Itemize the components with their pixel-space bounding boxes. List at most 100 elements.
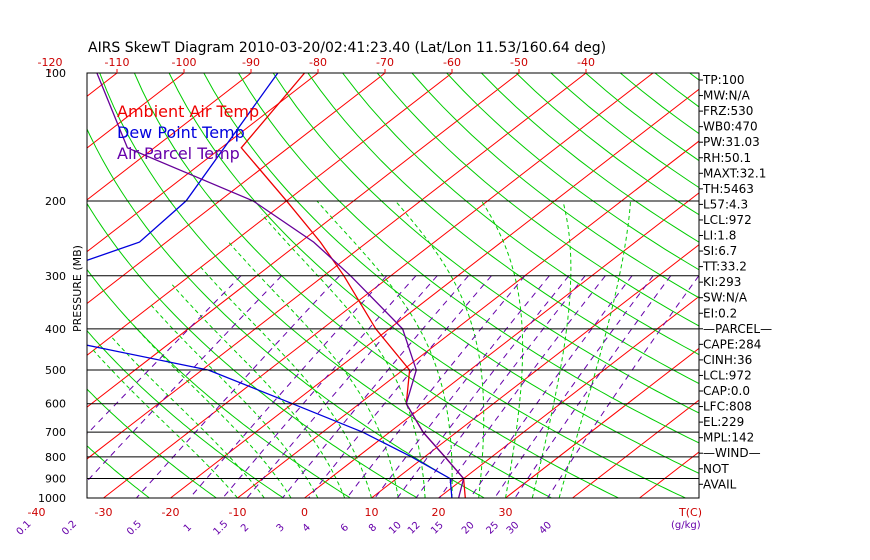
legend-air-parcel-temp: Air Parcel Temp bbox=[117, 144, 240, 163]
bottom-temp-tick-label: 10 bbox=[365, 506, 379, 519]
isotherm-line bbox=[87, 73, 587, 460]
stability-index-label: TP:100 bbox=[702, 73, 745, 87]
dry-adiabat-line bbox=[376, 73, 699, 327]
dry-adiabat-line bbox=[411, 73, 699, 299]
mixing-ratio-line bbox=[282, 275, 469, 498]
top-temp-tick-label: -110 bbox=[105, 56, 130, 69]
mixing-ratio-tick-label: 0.1 bbox=[15, 519, 34, 538]
pressure-tick-label: 800 bbox=[45, 451, 66, 464]
mixing-ratio-tick-label: 0.2 bbox=[60, 519, 79, 538]
moist-adiabat-line bbox=[199, 265, 372, 498]
pressure-tick-label: 900 bbox=[45, 473, 66, 486]
bottom-temp-tick-label: -40 bbox=[28, 506, 46, 519]
mixing-ratio-line bbox=[308, 275, 492, 498]
moist-adiabat-line bbox=[481, 200, 524, 498]
isotherm-line bbox=[505, 347, 699, 498]
dry-adiabat-line bbox=[168, 73, 686, 498]
stability-index-label: MPL:142 bbox=[703, 431, 754, 445]
top-temp-tick-label: -50 bbox=[510, 56, 528, 69]
mixing-ratio-line bbox=[246, 275, 438, 498]
stability-index-label: CAP:0.0 bbox=[703, 384, 750, 398]
dry-adiabat-line bbox=[87, 268, 351, 498]
pressure-tick-label: 1000 bbox=[38, 492, 66, 505]
mixing-ratio-tick-label: 6 bbox=[339, 522, 351, 534]
isotherm-line bbox=[87, 73, 185, 149]
isotherm-line bbox=[304, 192, 699, 498]
stability-index-label: EL:229 bbox=[703, 415, 744, 429]
isotherm-line bbox=[438, 295, 699, 498]
stability-index-label: TH:5463 bbox=[702, 182, 754, 196]
plot-frame bbox=[86, 72, 700, 499]
top-temp-tick-label: -80 bbox=[309, 56, 327, 69]
mixing-ratio-tick-label: 30 bbox=[505, 520, 522, 537]
stability-index-label: —WIND— bbox=[703, 446, 761, 460]
mixing-ratio-tick-label: 20 bbox=[460, 520, 477, 537]
mixing-ratio-unit-label: (g/kg) bbox=[671, 520, 701, 531]
mixing-ratio-line bbox=[396, 275, 570, 498]
stability-index-label: WB0:470 bbox=[703, 120, 758, 134]
moist-adiabat-line bbox=[91, 348, 238, 498]
mixing-ratio-line bbox=[189, 275, 388, 498]
mixing-ratio-line bbox=[222, 275, 417, 498]
pressure-tick-label: 700 bbox=[45, 426, 66, 439]
mixing-ratio-line bbox=[374, 275, 550, 498]
mixing-ratio-tick-label: 3 bbox=[275, 522, 287, 534]
moist-adiabat-line bbox=[531, 200, 572, 498]
stability-index-label: RH:50.1 bbox=[703, 151, 751, 165]
mixing-ratio-line bbox=[87, 275, 242, 435]
mixing-ratio-line bbox=[547, 275, 699, 498]
y-axis-label: PRESSURE (MB) bbox=[71, 245, 84, 332]
stability-index-label: LCL:972 bbox=[703, 368, 752, 382]
dry-adiabat-line bbox=[99, 73, 552, 498]
mixing-ratio-tick-label: 25 bbox=[484, 520, 501, 537]
mixing-ratio-tick-label: 0.5 bbox=[125, 519, 144, 538]
top-temp-tick-label: -70 bbox=[376, 56, 394, 69]
moist-adiabat-line bbox=[228, 241, 399, 498]
mixing-ratio-tick-label: 4 bbox=[301, 522, 313, 534]
dry-adiabat-line bbox=[272, 73, 699, 414]
stability-index-label: LFC:808 bbox=[703, 400, 752, 414]
moist-adiabat-line bbox=[149, 303, 319, 498]
legend-ambient-air-temp: Ambient Air Temp bbox=[117, 102, 259, 121]
isotherm-line bbox=[572, 399, 699, 498]
pressure-tick-label: 200 bbox=[45, 195, 66, 208]
mixing-ratio-line bbox=[346, 275, 526, 498]
stability-index-label: LCL:972 bbox=[703, 213, 752, 227]
dry-adiabat-line bbox=[133, 73, 619, 498]
pressure-tick-label: 300 bbox=[45, 270, 66, 283]
stability-index-label: CAPE:284 bbox=[703, 337, 761, 351]
moist-adiabat-line bbox=[171, 284, 346, 498]
bottom-temp-tick-label: 20 bbox=[432, 506, 446, 519]
bottom-temp-tick-label: 0 bbox=[301, 506, 308, 519]
dry-adiabat-line bbox=[87, 445, 150, 498]
dry-adiabat-line bbox=[307, 73, 699, 385]
mixing-ratio-tick-label: 10 bbox=[387, 520, 404, 537]
stability-index-label: PW:31.03 bbox=[703, 135, 760, 149]
top-temp-tick-label: -40 bbox=[577, 56, 595, 69]
mixing-ratio-tick-label: 15 bbox=[429, 520, 446, 537]
stability-index-label: SI:6.7 bbox=[703, 244, 737, 258]
stability-index-label: TT:33.2 bbox=[702, 260, 747, 274]
pressure-tick-label: 400 bbox=[45, 323, 66, 336]
isotherm-line bbox=[87, 73, 386, 305]
dry-adiabat-line bbox=[238, 73, 699, 444]
mixing-ratio-tick-label: 12 bbox=[406, 520, 423, 537]
mixing-ratio-line bbox=[136, 275, 340, 498]
legend: Ambient Air Temp Dew Point Temp Air Parc… bbox=[117, 102, 259, 163]
top-temp-tick-label: -90 bbox=[242, 56, 260, 69]
plot-border bbox=[86, 72, 700, 499]
series-line-1 bbox=[240, 73, 466, 498]
stability-index-label: FRZ:530 bbox=[703, 104, 753, 118]
isotherm-line bbox=[87, 73, 453, 356]
top-temp-tick-label: -120 bbox=[38, 56, 63, 69]
top-temp-tick-label: -100 bbox=[172, 56, 197, 69]
isotherm-line bbox=[170, 88, 699, 498]
stability-index-label: MAXT:32.1 bbox=[703, 166, 766, 180]
dry-adiabat-line bbox=[0, 73, 15, 498]
series-line-3 bbox=[96, 73, 465, 498]
moist-adiabat-line bbox=[128, 319, 292, 498]
bottom-temp-tick-label: -20 bbox=[162, 506, 180, 519]
background-grid bbox=[0, 73, 699, 498]
